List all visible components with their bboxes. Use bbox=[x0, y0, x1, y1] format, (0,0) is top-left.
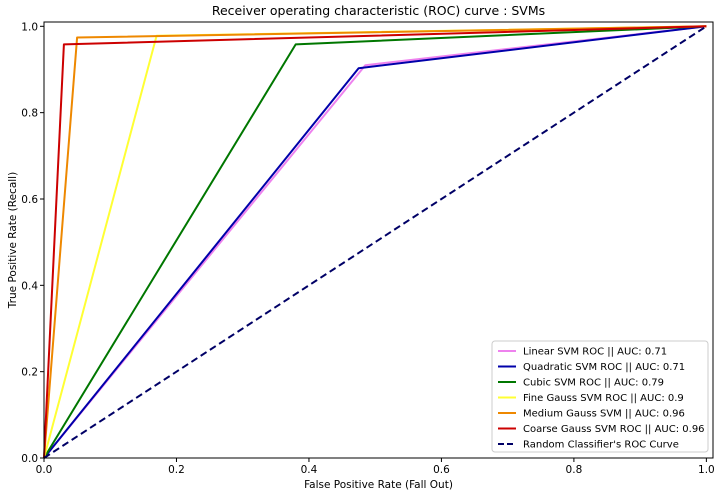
legend-label: Medium Gauss SVM || AUC: 0.96 bbox=[523, 409, 685, 420]
legend: Linear SVM ROC || AUC: 0.71 Quadratic SVM… bbox=[491, 340, 709, 453]
legend-label: Random Classifier's ROC Curve bbox=[523, 440, 679, 451]
x-tick-label: 0.6 bbox=[433, 464, 450, 476]
x-tick-label: 0.0 bbox=[36, 464, 53, 476]
x-axis-title: False Positive Rate (Fall Out) bbox=[304, 479, 453, 491]
legend-label: Fine Gauss SVM ROC || AUC: 0.9 bbox=[523, 393, 684, 404]
chart-title: Receiver operating characteristic (ROC) … bbox=[212, 3, 545, 18]
series-layer bbox=[43, 25, 707, 459]
y-tick-label: 0.8 bbox=[21, 108, 38, 120]
x-tick-label: 0.4 bbox=[301, 464, 318, 476]
legend-label: Coarse Gauss SVM ROC || AUC: 0.96 bbox=[523, 424, 705, 435]
series-line-4 bbox=[43, 25, 707, 459]
ticks-layer: 0.0 0.2 0.4 0.6 0.8 1.0 0.0 0.2 0.4 0.6 0.8 1.0 bbox=[21, 21, 714, 476]
legend-label: Cubic SVM ROC || AUC: 0.79 bbox=[523, 378, 664, 389]
series-line-2 bbox=[43, 25, 707, 459]
legend-box bbox=[491, 340, 709, 453]
y-tick-label: 0.6 bbox=[21, 194, 38, 206]
legend-label: Linear SVM ROC || AUC: 0.71 bbox=[523, 347, 667, 358]
y-tick-label: 0.0 bbox=[21, 453, 38, 465]
legend-label: Quadratic SVM ROC || AUC: 0.71 bbox=[523, 362, 685, 373]
y-tick-label: 1.0 bbox=[21, 21, 38, 33]
y-axis-title: True Positive Rate (Recall) bbox=[7, 172, 19, 309]
x-tick-label: 0.8 bbox=[566, 464, 583, 476]
series-line-5 bbox=[43, 25, 707, 459]
y-tick-label: 0.2 bbox=[21, 367, 38, 379]
series-line-1 bbox=[43, 25, 707, 459]
x-tick-label: 0.2 bbox=[168, 464, 185, 476]
plot-frame bbox=[43, 21, 714, 459]
y-tick-label: 0.4 bbox=[21, 280, 38, 292]
x-tick-label: 1.0 bbox=[698, 464, 715, 476]
